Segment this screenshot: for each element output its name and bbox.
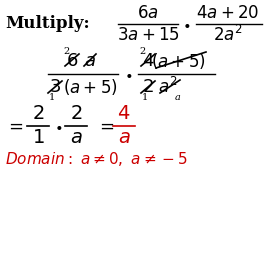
Text: 1: 1 bbox=[142, 92, 148, 102]
Text: $2a^2$: $2a^2$ bbox=[213, 25, 243, 45]
Text: $3a+15$: $3a+15$ bbox=[117, 26, 179, 43]
Text: $a$: $a$ bbox=[118, 129, 130, 147]
Text: $4$: $4$ bbox=[117, 105, 131, 123]
Text: $2$: $2$ bbox=[32, 105, 44, 123]
Text: $2$: $2$ bbox=[70, 105, 82, 123]
Text: $2$: $2$ bbox=[142, 78, 154, 96]
Text: $a^2$: $a^2$ bbox=[158, 77, 178, 97]
Text: 2: 2 bbox=[64, 47, 70, 56]
Text: $\bullet$: $\bullet$ bbox=[54, 119, 62, 133]
Text: $Domain:\ a \neq 0,\ a \neq -5$: $Domain:\ a \neq 0,\ a \neq -5$ bbox=[5, 150, 188, 168]
Text: $a$: $a$ bbox=[70, 129, 82, 147]
Text: $\bullet$: $\bullet$ bbox=[124, 67, 132, 81]
Text: $6$: $6$ bbox=[66, 52, 78, 70]
Text: $a$: $a$ bbox=[84, 52, 96, 70]
Text: a: a bbox=[175, 92, 181, 102]
Text: 2: 2 bbox=[140, 47, 146, 56]
Text: $(a+5)$: $(a+5)$ bbox=[151, 51, 205, 71]
Text: $3$: $3$ bbox=[49, 78, 61, 96]
Text: 1: 1 bbox=[49, 92, 55, 102]
Text: $4a+20$: $4a+20$ bbox=[196, 5, 259, 22]
Text: $=$: $=$ bbox=[96, 117, 115, 135]
Text: $\bullet$: $\bullet$ bbox=[182, 17, 190, 31]
Text: $4$: $4$ bbox=[142, 52, 154, 70]
Text: Multiply:: Multiply: bbox=[5, 15, 90, 33]
Text: $6a$: $6a$ bbox=[137, 5, 159, 22]
Text: $=$: $=$ bbox=[5, 117, 24, 135]
Text: $1$: $1$ bbox=[32, 129, 44, 147]
Text: $(a+5)$: $(a+5)$ bbox=[62, 77, 117, 97]
